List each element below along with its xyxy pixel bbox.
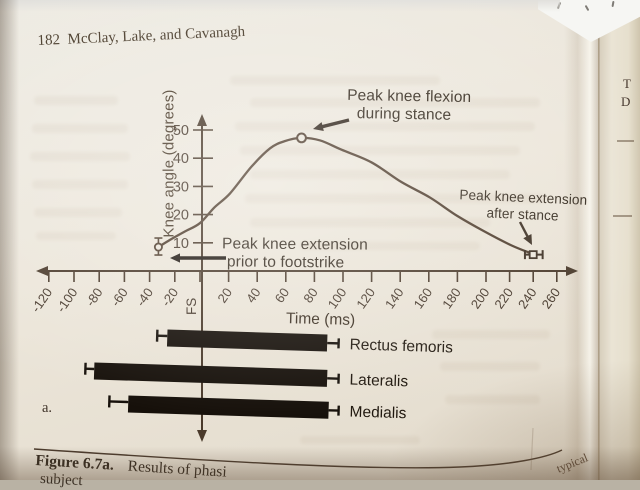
svg-text:-80: -80 [83, 285, 106, 309]
svg-text:60: 60 [272, 285, 293, 305]
svg-text:100: 100 [325, 285, 350, 311]
emg-bar-label: Lateralis [349, 372, 408, 391]
svg-text:-60: -60 [108, 285, 131, 309]
annotation-text: during stance [357, 105, 471, 125]
emg-bar-lateralis: Lateralis [85, 362, 409, 390]
svg-text:40: 40 [243, 285, 264, 305]
svg-text:260: 260 [539, 285, 564, 311]
figure-panel-letter: a. [42, 400, 52, 417]
y-axis [197, 114, 207, 442]
svg-text:140: 140 [382, 285, 407, 311]
svg-text:FS: FS [184, 298, 199, 315]
annotation-text: Peak knee flexion [347, 87, 471, 107]
svg-text:180: 180 [439, 285, 464, 311]
emg-bar-medialis: Medialis [109, 395, 407, 422]
svg-text:20: 20 [214, 285, 235, 305]
svg-text:200: 200 [468, 285, 493, 311]
svg-text:-40: -40 [133, 285, 156, 309]
annotation-text: Peak knee extension [222, 235, 368, 254]
figure-caption-line2: subject [40, 471, 83, 490]
svg-text:120: 120 [353, 285, 378, 311]
svg-text:-100: -100 [53, 285, 80, 315]
emg-bar-label: Rectus femoris [349, 336, 453, 356]
svg-text:160: 160 [411, 285, 436, 311]
x-axis-label: Time (ms) [286, 310, 356, 330]
annotation-peak-flexion: Peak knee flexion during stance [347, 87, 472, 125]
annotation-peak-extension-prior: Peak knee extension prior to footstrike [222, 235, 368, 272]
emg-bar-label: Medialis [349, 403, 407, 422]
svg-text:80: 80 [300, 285, 321, 305]
annotation-peak-extension-after: Peak knee extension after stance [452, 186, 595, 226]
y-axis-label: Knee angle (degrees) [161, 77, 178, 251]
svg-text:220: 220 [491, 285, 516, 311]
book-page-photo: T D 182 McClay, Lake, and Cavanagh -120-… [0, 0, 640, 480]
svg-text:-120: -120 [28, 285, 55, 315]
svg-text:240: 240 [515, 285, 540, 311]
svg-text:-20: -20 [158, 285, 181, 309]
annotation-text: prior to footstrike [227, 253, 368, 272]
